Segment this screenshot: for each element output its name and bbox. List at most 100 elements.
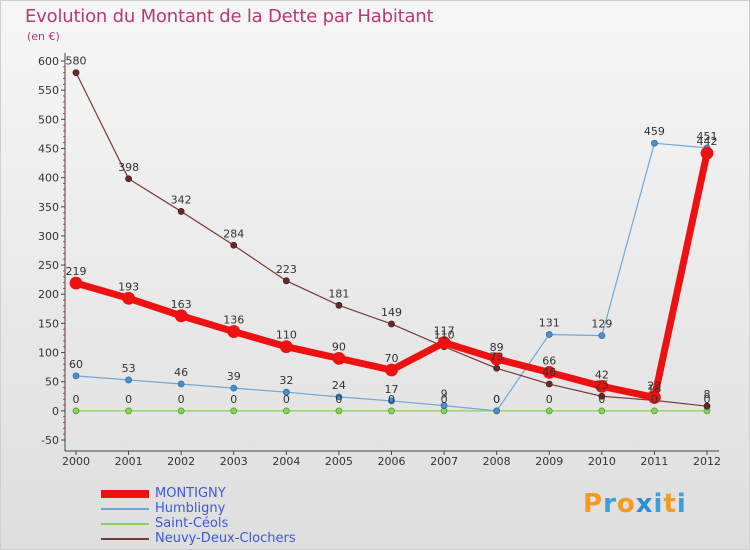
data-label: 0	[283, 393, 290, 406]
y-tick-label: 50	[45, 376, 59, 389]
data-label: 149	[381, 306, 402, 319]
chart-subtitle: (en €)	[27, 30, 60, 43]
data-label: 136	[223, 314, 244, 327]
data-point	[598, 407, 606, 415]
x-tick-label: 2010	[588, 455, 616, 468]
data-label: 0	[73, 393, 80, 406]
data-point	[700, 146, 714, 160]
data-label: 53	[122, 362, 136, 375]
data-label: 0	[704, 393, 711, 406]
logo-letter: o	[616, 489, 636, 519]
data-label: 8	[704, 388, 711, 401]
data-point	[648, 391, 661, 404]
data-point	[335, 301, 343, 309]
x-tick-label: 2003	[220, 455, 248, 468]
y-tick-label: 250	[38, 259, 59, 272]
data-point	[493, 364, 501, 372]
data-label: 0	[125, 393, 132, 406]
data-point	[282, 388, 290, 396]
legend-swatch	[101, 537, 149, 540]
data-label: 42	[595, 368, 609, 381]
data-label: 0	[546, 393, 553, 406]
legend-label: Saint-Céols	[155, 516, 229, 531]
data-point	[388, 397, 395, 405]
legend-label: Humbligny	[155, 501, 226, 516]
data-label: 117	[434, 325, 455, 338]
data-label: 24	[332, 379, 346, 392]
data-label: 110	[434, 329, 455, 342]
data-label: 32	[279, 374, 293, 387]
x-tick-label: 2008	[483, 455, 511, 468]
x-tick-label: 2005	[325, 455, 353, 468]
data-label: 129	[591, 318, 612, 331]
data-point	[72, 372, 80, 380]
data-point	[279, 340, 293, 354]
data-label: 0	[230, 393, 237, 406]
y-tick-label: 400	[38, 172, 59, 185]
x-tick-label: 2001	[115, 455, 143, 468]
x-tick-label: 2006	[378, 455, 406, 468]
data-point	[595, 379, 609, 393]
x-tick-label: 2000	[62, 455, 90, 468]
legend-swatch	[101, 489, 149, 498]
legend-label: MONTIGNY	[155, 486, 226, 501]
logo-letter: r	[603, 489, 617, 519]
data-label: 181	[328, 287, 349, 300]
data-point	[282, 277, 290, 285]
data-point	[122, 291, 135, 305]
data-point	[125, 407, 132, 415]
legend: MONTIGNY Humbligny Saint-Céols Neuvy-Deux-C…	[101, 485, 296, 546]
data-label: 459	[644, 125, 665, 138]
data-point	[177, 208, 185, 215]
data-label: 0	[388, 393, 395, 406]
data-label: 110	[276, 329, 297, 342]
data-point	[227, 325, 241, 338]
data-label: 90	[332, 340, 346, 353]
data-point	[385, 363, 398, 377]
data-point	[437, 336, 451, 350]
logo-letter: i	[676, 489, 687, 519]
logo-letter: t	[663, 489, 677, 519]
logo-letter: P	[583, 489, 604, 519]
data-point	[69, 276, 83, 290]
x-tick-label: 2002	[167, 455, 195, 468]
data-label: 580	[66, 55, 87, 68]
y-tick-label: 200	[38, 288, 59, 301]
data-label: 23	[647, 379, 661, 392]
data-point	[72, 69, 80, 77]
logo-letter: x	[635, 489, 654, 519]
data-point	[388, 407, 395, 415]
legend-item: MONTIGNY	[101, 485, 296, 501]
data-point	[651, 407, 658, 415]
data-label: 223	[276, 263, 297, 276]
data-label: 0	[493, 393, 500, 406]
data-point	[545, 331, 553, 338]
data-point	[440, 402, 448, 409]
data-point	[651, 139, 658, 147]
data-point	[125, 376, 132, 384]
x-tick-label: 2007	[430, 455, 458, 468]
y-tick-label: -50	[41, 434, 59, 447]
data-label: 0	[493, 393, 500, 406]
x-tick-label: 2004	[272, 455, 300, 468]
y-tick-label: 0	[52, 405, 59, 418]
data-label: 25	[595, 378, 609, 391]
data-label: 70	[385, 352, 399, 365]
data-label: 46	[174, 366, 188, 379]
data-point	[177, 407, 185, 415]
data-label: 66	[542, 354, 556, 367]
data-point	[230, 384, 238, 392]
data-label: 0	[598, 393, 605, 406]
data-point	[125, 175, 132, 183]
legend-label: Neuvy-Deux-Clochers	[155, 531, 296, 546]
data-label: 46	[542, 366, 556, 379]
data-point	[545, 380, 553, 388]
data-point	[230, 407, 238, 415]
data-point	[493, 407, 501, 415]
data-point	[335, 407, 343, 415]
data-label: 89	[490, 341, 504, 354]
data-point	[545, 407, 553, 415]
chart-title: Evolution du Montant de la Dette par Hab…	[25, 6, 434, 27]
x-tick-label: 2009	[535, 455, 563, 468]
